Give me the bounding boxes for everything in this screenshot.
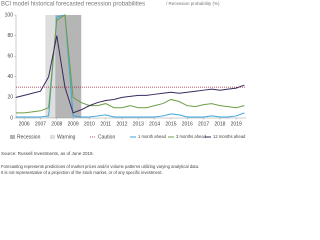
legend-label: Caution [98,134,115,140]
note: It is not representative of a projection… [1,170,163,175]
x-tick-label: 2014 [149,121,160,127]
y-tick-label: 20 [7,95,13,101]
y-tick-label: 80 [7,33,13,39]
y-tick-label: 0 [10,115,13,121]
x-tick-label: 2006 [19,121,30,127]
legend-label: 3 months ahead [176,134,207,139]
x-tick-label: 2011 [100,121,111,127]
legend-label: 1 month ahead [138,134,167,139]
chart-title: BCI model historical forecasted recessio… [1,2,145,8]
legend-label: 12 months ahead [213,134,246,139]
y-tick-label: 100 [5,12,14,18]
x-tick-label: 2009 [68,121,79,127]
x-tick-label: 2016 [182,121,193,127]
x-tick-label: 2018 [214,121,225,127]
x-tick-label: 2017 [198,121,209,127]
x-tick-label: 2007 [35,121,46,127]
legend-label: Recession [17,134,41,140]
series-line [15,35,245,114]
legend-swatch [50,135,55,139]
y-tick-label: 40 [7,74,13,80]
chart: BCI model historical forecasted recessio… [1,1,246,175]
note: Forecasting represents predictions of ma… [1,164,199,169]
band [55,15,82,118]
legend-label: Warning [57,134,76,140]
legend-swatch [10,135,15,139]
y-tick-label: 60 [7,54,13,60]
x-tick-label: 2015 [165,121,176,127]
x-tick-label: 2013 [133,121,144,127]
x-tick-label: 2010 [84,121,95,127]
x-tick-label: 2019 [231,121,242,127]
chart-subtitle: / Recession probability (%) [166,1,220,6]
source: Source: Russell Investments, as of June … [1,151,94,156]
x-tick-label: 2008 [51,121,62,127]
x-tick-label: 2012 [116,121,127,127]
